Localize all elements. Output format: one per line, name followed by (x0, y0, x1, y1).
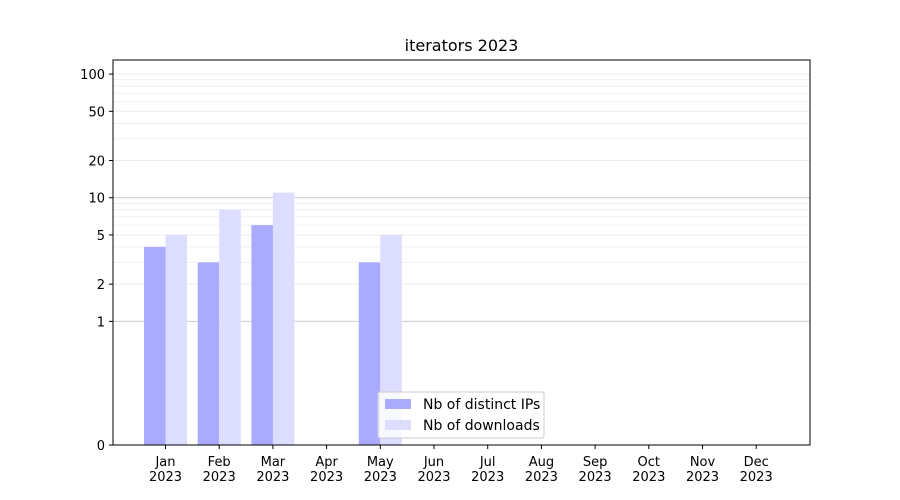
x-tick-label: Jan 2023 (149, 455, 182, 485)
x-tick-label: Jul 2023 (471, 455, 504, 485)
bar-downloads (165, 234, 187, 445)
x-tick-label: Feb 2023 (203, 455, 236, 485)
bar-downloads (272, 192, 295, 445)
y-tick-label: 5 (97, 229, 105, 244)
legend-label-distinct-ips: Nb of distinct IPs (423, 397, 540, 413)
y-tick-label: 1 (97, 315, 105, 330)
x-tick-label: Dec 2023 (740, 455, 773, 485)
bar-distinct-ips (144, 246, 166, 445)
grid-lines (113, 73, 810, 322)
x-tick-label: Nov 2023 (686, 455, 719, 485)
plot-frame (112, 59, 811, 446)
x-tick-label: Mar 2023 (256, 455, 289, 485)
bar-distinct-ips (197, 262, 220, 445)
y-axis: 0 1 2 5 10 20 50 100 (80, 68, 113, 454)
bars (144, 192, 402, 445)
x-axis: Jan 2023 Feb 2023 Mar 2023 Apr 2023 May 2023 Jun 20… (149, 445, 773, 485)
legend-label-downloads: Nb of downloads (423, 418, 540, 434)
bar-downloads (219, 209, 241, 445)
x-tick-label: May 2023 (364, 455, 397, 485)
y-tick-label: 0 (97, 439, 105, 454)
x-tick-label: Aug 2023 (525, 455, 558, 485)
chart-title: iterators 2023 (405, 36, 519, 55)
x-tick-label: Oct 2023 (632, 455, 665, 485)
y-tick-label: 100 (80, 68, 105, 83)
y-tick-label: 20 (88, 155, 105, 170)
legend-box (377, 391, 545, 439)
legend-swatch-downloads (385, 420, 411, 430)
y-tick-label: 2 (97, 278, 105, 293)
x-tick-label: Jun 2023 (417, 455, 450, 485)
bar-distinct-ips (251, 225, 273, 445)
x-tick-label: Apr 2023 (310, 455, 343, 485)
y-tick-label: 50 (88, 105, 105, 120)
x-tick-label: Sep 2023 (579, 455, 612, 485)
legend: Nb of distinct IPs Nb of downloads (377, 391, 545, 439)
legend-swatch-distinct-ips (385, 399, 411, 409)
y-tick-label: 10 (88, 192, 105, 207)
bar-distinct-ips (358, 262, 381, 445)
